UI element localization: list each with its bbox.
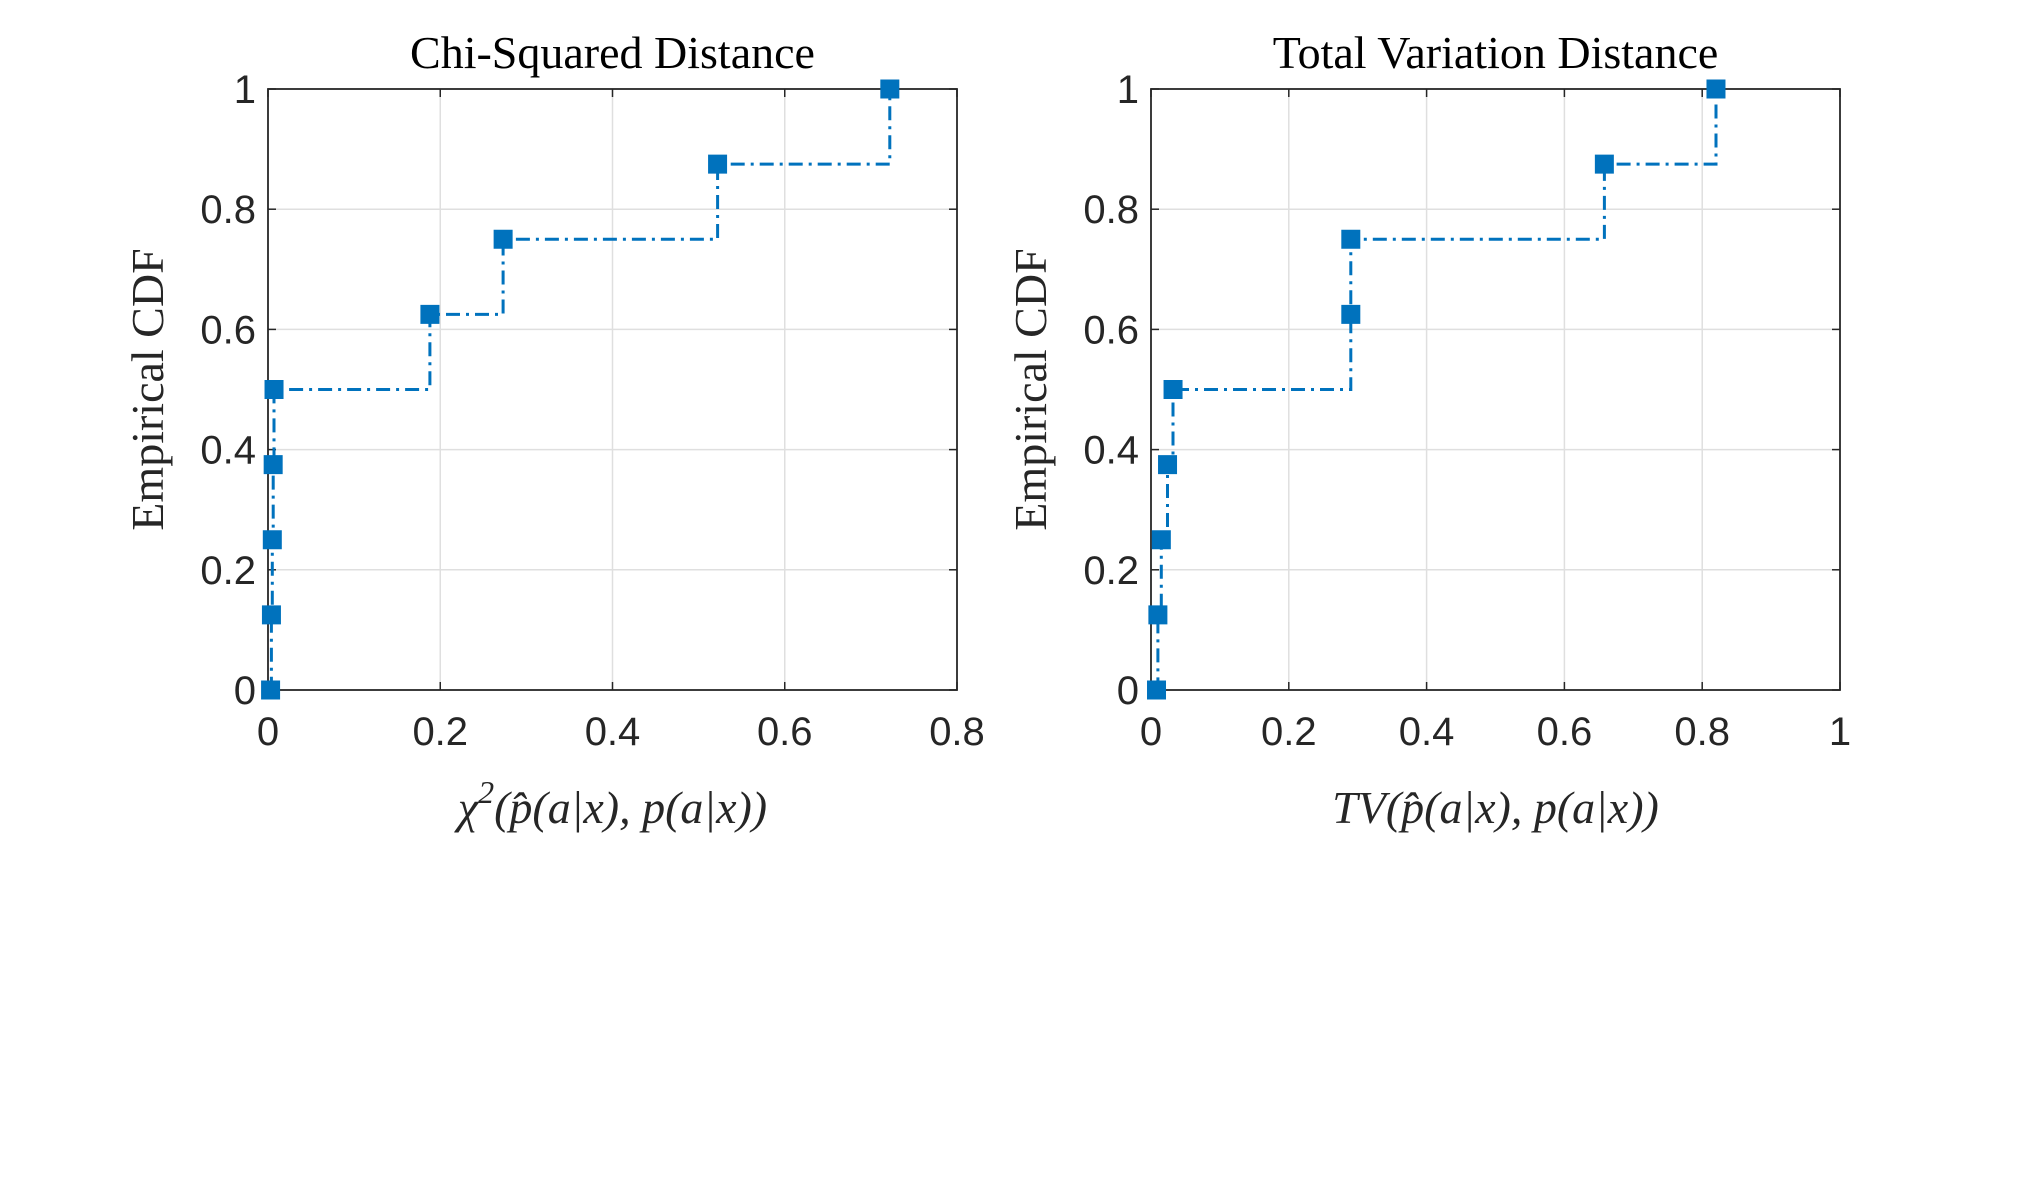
data-point-marker: [1341, 304, 1361, 324]
x-axis-label-argument: (p̂(a|x), p(a|x)): [1386, 782, 1659, 833]
data-point-marker: [261, 680, 281, 700]
x-tick-label: 0.6: [1537, 710, 1593, 754]
data-point-marker: [1151, 530, 1171, 550]
x-tick-label: 1: [1829, 710, 1851, 754]
y-tick-label: 0: [234, 669, 256, 713]
data-point-marker: [263, 455, 283, 475]
x-tick-label: 0.2: [1261, 710, 1317, 754]
chart-panel-1: 0 0.2 0.4 0.6 0.8 0 0.2 0.4 0.6 0.8 1 Chi-Squared D…: [122, 27, 985, 833]
x-axis-label: χ2(p̂(a|x), p(a|x)): [454, 774, 767, 833]
x-axis-label-symbol: TV: [1332, 782, 1391, 833]
x-tick-label: 0.4: [1399, 710, 1455, 754]
y-tick-label: 0.2: [1083, 549, 1139, 593]
x-axis-label-symbol: χ: [454, 782, 480, 833]
y-tick-label: 0.6: [200, 308, 256, 352]
data-point-marker: [261, 605, 281, 625]
data-point-marker: [708, 154, 728, 174]
data-point-marker: [1594, 154, 1614, 174]
chart-panel-2: 0 0.2 0.4 0.6 0.8 1 0 0.2 0.4 0.6 0.8 1 Total Variat…: [1005, 27, 1851, 833]
x-tick-label: 0.2: [412, 710, 468, 754]
data-point-marker: [1158, 455, 1178, 475]
y-tick-label: 0.2: [200, 549, 256, 593]
data-point-marker: [420, 304, 440, 324]
axes-frame: [1150, 88, 1841, 691]
y-tick-label: 1: [1117, 68, 1139, 112]
chart-title: Chi-Squared Distance: [410, 27, 815, 78]
x-axis-label: TV(p̂(a|x), p(a|x)): [1332, 782, 1659, 833]
chart-title: Total Variation Distance: [1273, 27, 1719, 78]
y-tick-label: 0.4: [1083, 429, 1139, 473]
y-tick-label: 0: [1117, 669, 1139, 713]
data-point-marker: [1706, 79, 1726, 99]
data-point-marker: [1163, 380, 1183, 399]
y-tick-label: 0.4: [200, 429, 256, 473]
x-tick-label: 0.6: [757, 710, 813, 754]
data-point-marker: [1341, 229, 1361, 249]
data-point-marker: [880, 79, 900, 99]
y-tick-label: 0.6: [1083, 308, 1139, 352]
data-point-marker: [1147, 680, 1167, 700]
x-axis-label-superscript: 2: [478, 774, 494, 810]
x-tick-label: 0: [1140, 710, 1162, 754]
y-tick-label: 0.8: [1083, 188, 1139, 232]
data-point-marker: [1148, 605, 1168, 625]
x-tick-label: 0.8: [929, 710, 985, 754]
y-tick-label: 0.8: [200, 188, 256, 232]
data-point-marker: [264, 380, 284, 399]
x-tick-label: 0.8: [1674, 710, 1730, 754]
y-tick-label: 1: [234, 68, 256, 112]
x-tick-label: 0: [257, 710, 279, 754]
data-point-marker: [493, 229, 513, 249]
data-point-marker: [262, 530, 282, 550]
y-axis-label: Empirical CDF: [1005, 248, 1056, 530]
y-axis-label: Empirical CDF: [122, 248, 173, 530]
x-axis-label-argument: (p̂(a|x), p(a|x)): [494, 782, 767, 833]
x-tick-label: 0.4: [585, 710, 641, 754]
